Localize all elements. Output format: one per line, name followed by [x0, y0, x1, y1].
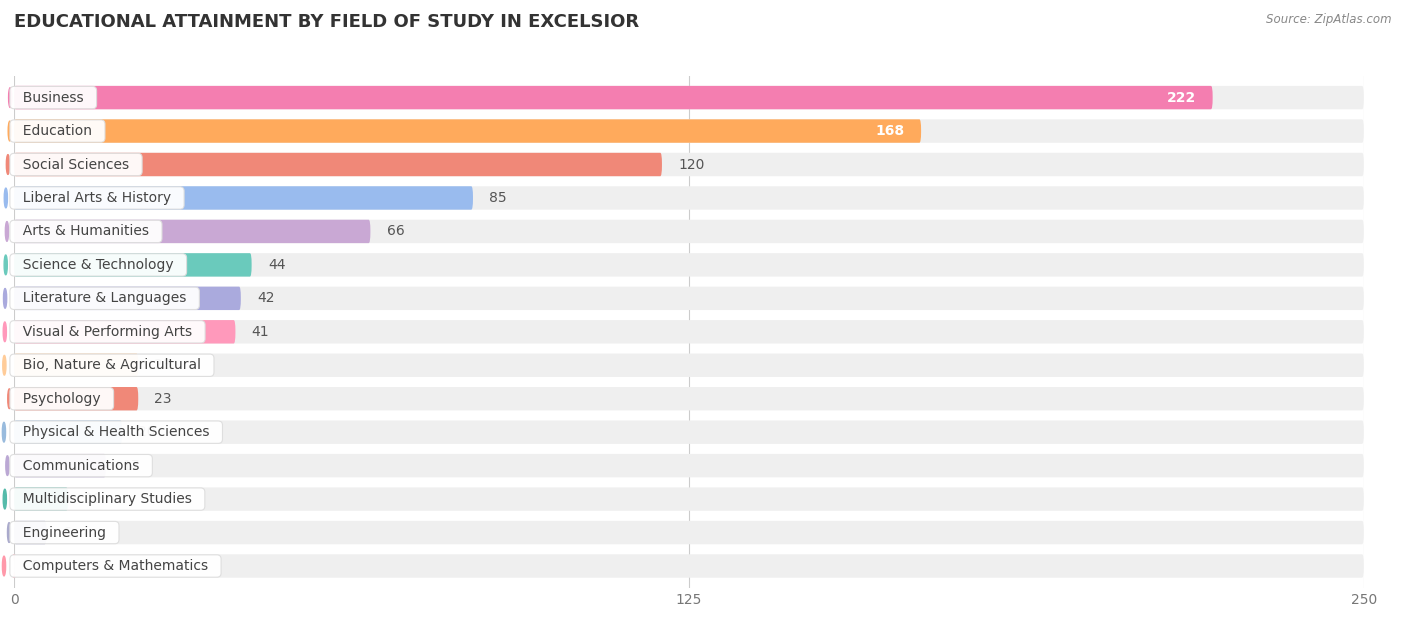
- Text: Communications: Communications: [14, 459, 148, 473]
- Circle shape: [8, 88, 11, 107]
- FancyBboxPatch shape: [14, 153, 662, 176]
- Circle shape: [6, 222, 8, 241]
- FancyBboxPatch shape: [14, 320, 235, 344]
- FancyBboxPatch shape: [14, 153, 1364, 176]
- Circle shape: [3, 556, 6, 576]
- Text: 41: 41: [252, 325, 269, 339]
- Text: Physical & Health Sciences: Physical & Health Sciences: [14, 425, 218, 439]
- FancyBboxPatch shape: [14, 119, 921, 143]
- Text: 0: 0: [31, 559, 39, 573]
- FancyBboxPatch shape: [14, 554, 1364, 578]
- FancyBboxPatch shape: [14, 353, 138, 377]
- FancyBboxPatch shape: [14, 521, 46, 544]
- Text: EDUCATIONAL ATTAINMENT BY FIELD OF STUDY IN EXCELSIOR: EDUCATIONAL ATTAINMENT BY FIELD OF STUDY…: [14, 13, 640, 30]
- FancyBboxPatch shape: [14, 387, 138, 410]
- FancyBboxPatch shape: [14, 186, 1364, 210]
- FancyBboxPatch shape: [14, 487, 1364, 511]
- Circle shape: [4, 255, 7, 275]
- Text: Liberal Arts & History: Liberal Arts & History: [14, 191, 180, 205]
- Text: Literature & Languages: Literature & Languages: [14, 291, 195, 305]
- FancyBboxPatch shape: [14, 454, 105, 477]
- FancyBboxPatch shape: [14, 287, 240, 310]
- Text: 120: 120: [678, 157, 704, 171]
- Text: Source: ZipAtlas.com: Source: ZipAtlas.com: [1267, 13, 1392, 26]
- Text: 17: 17: [122, 459, 139, 473]
- FancyBboxPatch shape: [14, 521, 1364, 544]
- FancyBboxPatch shape: [14, 420, 122, 444]
- Text: Social Sciences: Social Sciences: [14, 157, 138, 171]
- FancyBboxPatch shape: [14, 119, 1364, 143]
- Text: Engineering: Engineering: [14, 526, 115, 540]
- FancyBboxPatch shape: [14, 186, 472, 210]
- Text: 222: 222: [1167, 90, 1197, 104]
- Circle shape: [3, 489, 7, 509]
- Circle shape: [7, 155, 10, 174]
- Circle shape: [6, 456, 8, 475]
- Circle shape: [3, 422, 6, 442]
- Text: 44: 44: [267, 258, 285, 272]
- Text: 23: 23: [155, 358, 172, 372]
- Circle shape: [7, 523, 11, 542]
- Text: 42: 42: [257, 291, 274, 305]
- Circle shape: [8, 121, 11, 141]
- FancyBboxPatch shape: [14, 287, 1364, 310]
- Text: Psychology: Psychology: [14, 392, 110, 406]
- FancyBboxPatch shape: [14, 487, 67, 511]
- Text: 6: 6: [63, 526, 72, 540]
- FancyBboxPatch shape: [14, 220, 1364, 243]
- Circle shape: [3, 288, 7, 308]
- Circle shape: [3, 322, 7, 342]
- Text: 20: 20: [138, 425, 156, 439]
- Text: Arts & Humanities: Arts & Humanities: [14, 224, 157, 238]
- Circle shape: [8, 389, 11, 408]
- Text: Visual & Performing Arts: Visual & Performing Arts: [14, 325, 201, 339]
- Text: 10: 10: [84, 492, 101, 506]
- Text: 66: 66: [387, 224, 405, 238]
- FancyBboxPatch shape: [13, 554, 15, 578]
- Text: Education: Education: [14, 124, 101, 138]
- Circle shape: [4, 188, 7, 208]
- Text: 168: 168: [876, 124, 905, 138]
- FancyBboxPatch shape: [14, 387, 1364, 410]
- FancyBboxPatch shape: [14, 253, 1364, 277]
- FancyBboxPatch shape: [14, 86, 1212, 109]
- Text: Business: Business: [14, 90, 93, 104]
- FancyBboxPatch shape: [14, 454, 1364, 477]
- Text: Computers & Mathematics: Computers & Mathematics: [14, 559, 217, 573]
- FancyBboxPatch shape: [14, 353, 1364, 377]
- Circle shape: [3, 355, 6, 375]
- Text: Science & Technology: Science & Technology: [14, 258, 183, 272]
- Text: Bio, Nature & Agricultural: Bio, Nature & Agricultural: [14, 358, 209, 372]
- FancyBboxPatch shape: [14, 253, 252, 277]
- Text: 23: 23: [155, 392, 172, 406]
- Text: Multidisciplinary Studies: Multidisciplinary Studies: [14, 492, 201, 506]
- FancyBboxPatch shape: [14, 320, 1364, 344]
- FancyBboxPatch shape: [14, 220, 370, 243]
- FancyBboxPatch shape: [14, 86, 1364, 109]
- FancyBboxPatch shape: [14, 420, 1364, 444]
- Text: 85: 85: [489, 191, 506, 205]
